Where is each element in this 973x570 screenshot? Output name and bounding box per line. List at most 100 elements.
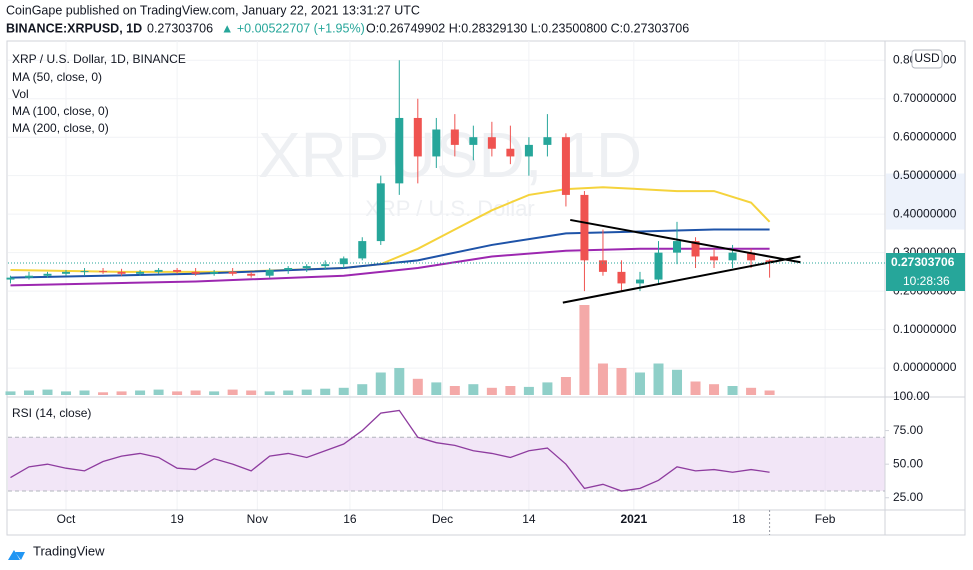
legend-title: XRP / U.S. Dollar, 1D, BINANCE: [12, 52, 186, 66]
volume-bar: [412, 378, 423, 395]
volume-bar: [283, 390, 294, 395]
volume-bar: [653, 363, 664, 395]
volume-bar: [690, 381, 701, 395]
x-tick-label: 14: [522, 512, 536, 526]
candle-body: [358, 241, 367, 259]
volume-bar: [209, 391, 220, 395]
watermark-sub: XRP / U.S. Dollar: [365, 196, 535, 221]
volume-bar: [709, 384, 720, 395]
candle-body: [191, 271, 200, 274]
y-tick-label: 100.00: [893, 389, 930, 403]
volume-bar: [449, 386, 460, 395]
y-tick-label: 75.00: [893, 423, 923, 437]
candle-body: [691, 241, 700, 257]
candle-body: [561, 137, 570, 195]
candle-body: [450, 129, 459, 145]
ma-line: [10, 247, 770, 287]
x-tick-label: Nov: [247, 512, 268, 526]
candle-body: [173, 269, 182, 272]
volume-bar: [597, 363, 608, 395]
candle-body: [284, 268, 293, 270]
volume-bar: [23, 390, 34, 395]
trendline: [562, 255, 801, 304]
y-tick-label: 0.60000000: [893, 129, 957, 143]
candle-body: [302, 266, 311, 269]
ohlc: O:0.26749902 H:0.28329130 L:0.23500800 C…: [366, 21, 689, 35]
volume-bar: [579, 305, 590, 395]
volume-bar: [135, 390, 146, 395]
volume-bar: [172, 391, 183, 395]
price-tag-box: [886, 253, 965, 274]
axis-highlight: [886, 173, 965, 230]
y-tick-label: 0.40000000: [893, 206, 957, 220]
volume-bar: [153, 389, 164, 395]
y-tick-label: 50.00: [893, 456, 923, 470]
candle-body: [617, 271, 626, 284]
x-tick-label: 16: [343, 512, 357, 526]
unit: USD: [914, 51, 940, 65]
candle-body: [635, 279, 644, 284]
candle-body: [99, 271, 108, 273]
candle-body: [43, 273, 52, 276]
volume-bar: [672, 369, 683, 395]
unit-box[interactable]: [911, 49, 943, 69]
price-tag: 0.27303706: [891, 255, 955, 269]
trendline: [570, 218, 801, 264]
volume-bar: [98, 392, 109, 395]
volume-bar: [338, 387, 349, 395]
candle-body: [469, 137, 478, 145]
y-tick-label: 0.10000000: [893, 322, 957, 336]
candle-body: [413, 117, 422, 157]
candle-body: [24, 275, 33, 278]
volume-bar: [5, 391, 16, 395]
x-tick-label: Feb: [815, 512, 836, 526]
brand: TradingView: [33, 543, 105, 558]
x-tick-label: 19: [170, 512, 184, 526]
candle-body: [247, 273, 256, 276]
legend-entry: MA (200, close, 0): [12, 121, 109, 135]
volume-bar: [61, 391, 72, 395]
volume-bar: [246, 390, 257, 395]
candle-body: [265, 269, 274, 276]
candle-body: [543, 137, 552, 145]
volume-bar: [746, 387, 757, 395]
candle-body: [80, 271, 89, 273]
volume-bar: [301, 389, 312, 395]
countdown-box: [886, 273, 965, 292]
volume-bar: [542, 382, 553, 395]
candle-body: [62, 271, 71, 274]
legend-entry: Vol: [12, 87, 29, 101]
candle-body: [210, 271, 219, 274]
last: 0.27303706: [147, 21, 213, 35]
volume-bar: [431, 382, 442, 395]
candle-body: [117, 271, 126, 274]
volume-bar: [357, 384, 368, 395]
y-tick-label: 0.70000000: [893, 91, 957, 105]
candle-body: [154, 269, 163, 272]
volume-bar: [634, 372, 645, 395]
volume-bar: [320, 388, 331, 395]
volume-bar: [727, 386, 738, 395]
y-tick-label: 25.00: [893, 490, 923, 504]
volume-bar: [264, 391, 275, 395]
volume-bar: [116, 391, 127, 395]
y-tick-label: 0.50000000: [893, 168, 957, 182]
candle-body: [747, 252, 756, 261]
x-tick-label: 18: [732, 512, 746, 526]
y-tick-label: 0.00000000: [893, 360, 957, 374]
legend-entry: MA (50, close, 0): [12, 70, 102, 84]
watermark: XRPUSD, 1D: [258, 119, 642, 191]
candle-body: [598, 260, 607, 272]
candle-body: [673, 241, 682, 253]
volume-bar: [764, 390, 775, 395]
candle-body: [136, 271, 145, 274]
volume-bar: [79, 390, 90, 395]
countdown: 10:28:36: [903, 274, 950, 288]
legend-entry: MA (100, close, 0): [12, 104, 109, 118]
x-tick-label: 2021: [620, 512, 647, 526]
volume-bar: [227, 389, 238, 395]
candle-body: [654, 252, 663, 280]
change: ▲ +0.00522707 (+1.95%): [221, 21, 365, 35]
